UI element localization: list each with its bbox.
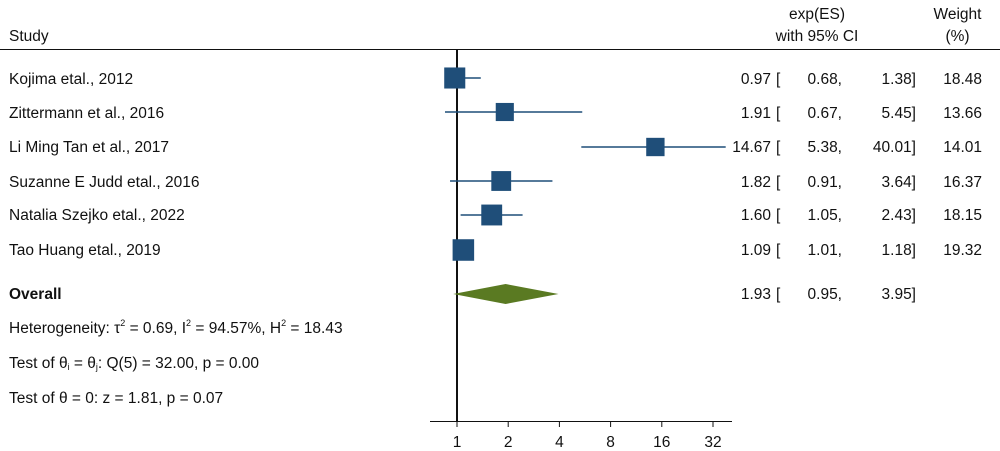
weight-column-header-line2: (%) [945,28,970,45]
test-of-zero-effect: Test of θ = 0: z = 1.81, p = 0.07 [9,390,224,407]
ci-upper: 5.45] [881,105,916,122]
ci-upper: 3.64] [881,174,916,191]
ci-bracket: [ [776,286,781,303]
x-axis-tick-labels: 1 2 4 8 16 32 [453,434,722,451]
overall-diamond [453,284,559,304]
ci-lower: 0.91, [807,174,842,191]
effect-square [444,67,466,89]
ci-lower: 1.05, [807,207,842,224]
study-label: Li Ming Tan et al., 2017 [9,139,169,156]
x-tick-label: 32 [704,434,721,451]
es-value: 1.09 [740,242,771,259]
ci-bracket: [ [776,207,781,224]
study-label: Zittermann et al., 2016 [9,105,165,122]
x-tick-label: 1 [453,434,462,451]
ci-lower: 5.38, [807,139,842,156]
effect-square [646,137,665,157]
x-tick-label: 4 [555,434,564,451]
x-tick-label: 8 [606,434,615,451]
study-markers [444,67,726,261]
effect-square [452,239,475,261]
es-value: 0.97 [740,71,771,88]
effect-square [495,102,514,122]
overall-es-value: 1.93 [740,286,771,303]
weight-column-header-line1: Weight [933,6,982,23]
ci-upper: 2.43] [881,207,916,224]
effect-square [481,204,503,226]
study-label: Natalia Szejko etal., 2022 [9,207,185,224]
es-value: 1.82 [740,174,771,191]
es-value: 1.60 [740,207,771,224]
weight-value: 14.01 [943,139,982,156]
ci-upper: 1.18] [881,242,916,259]
ci-bracket: [ [776,242,781,259]
ci-lower: 0.67, [807,105,842,122]
weight-value: 18.15 [943,207,982,224]
es-value: 14.67 [732,139,771,156]
ci-bracket: [ [776,71,781,88]
weight-value: 13.66 [943,105,982,122]
x-axis-ticks [456,421,714,427]
ci-bracket: [ [776,105,781,122]
study-label: Kojima etal., 2012 [9,71,134,88]
effect-square [491,171,512,191]
heterogeneity-stats: Heterogeneity: τ2 = 0.69, I2 = 94.57%, H… [9,318,343,338]
overall-ci-upper: 3.95] [881,286,916,303]
weight-value: 19.32 [943,242,982,259]
x-tick-label: 16 [653,434,670,451]
study-label: Tao Huang etal., 2019 [9,242,161,259]
es-value: 1.91 [740,105,771,122]
ci-lower: 1.01, [807,242,842,259]
study-label: Suzanne E Judd etal., 2016 [9,174,200,191]
overall-label: Overall [9,286,62,303]
overall-ci-lower: 0.95, [807,286,842,303]
ci-lower: 0.68, [807,71,842,88]
ci-bracket: [ [776,139,781,156]
weight-value: 18.48 [943,71,982,88]
es-column-header-line2: with 95% CI [775,28,859,45]
es-column-header-line1: exp(ES) [789,6,845,23]
study-column-header: Study [9,28,49,45]
x-tick-label: 2 [504,434,513,451]
test-of-equality: Test of θi = θj: Q(5) = 32.00, p = 0.00 [9,355,260,372]
weight-value: 16.37 [943,174,982,191]
ci-upper: 40.01] [872,139,916,156]
ci-bracket: [ [776,174,781,191]
ci-upper: 1.38] [881,71,916,88]
